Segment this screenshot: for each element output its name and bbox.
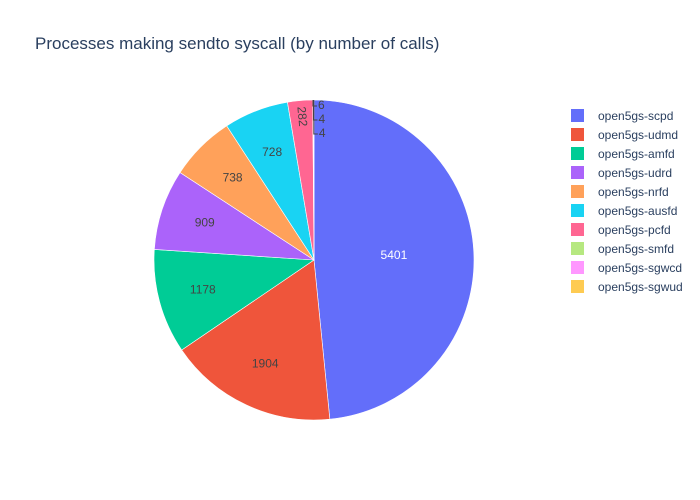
legend-label: open5gs-sgwcd (598, 260, 683, 275)
slice-label-open5gs-pcfd: 282 (294, 106, 310, 127)
legend-item-open5gs-scpd[interactable]: open5gs-scpd (571, 106, 683, 125)
slice-label-open5gs-udrd: 909 (195, 216, 215, 230)
legend-label: open5gs-udrd (598, 165, 673, 180)
legend-label: open5gs-amfd (598, 146, 675, 161)
legend-item-open5gs-nrfd[interactable]: open5gs-nrfd (571, 182, 683, 201)
chart-title: Processes making sendto syscall (by numb… (35, 34, 440, 53)
leader-line-open5gs-sgwud (313, 100, 318, 135)
legend-item-open5gs-smfd[interactable]: open5gs-smfd (571, 239, 683, 258)
slice-label-open5gs-sgwcd: 4 (318, 112, 325, 126)
legend-item-open5gs-udmd[interactable]: open5gs-udmd (571, 125, 683, 144)
slice-label-open5gs-scpd: 5401 (381, 248, 408, 262)
slice-label-open5gs-sgwud: 4 (319, 126, 326, 140)
slice-label-open5gs-ausfd: 728 (262, 145, 282, 159)
slice-label-open5gs-udmd: 1904 (252, 357, 279, 371)
pie-slice-open5gs-scpd[interactable] (313, 99, 475, 420)
legend-label: open5gs-smfd (598, 241, 675, 256)
legend-swatch (571, 204, 584, 217)
pie-slice-open5gs-udmd[interactable] (181, 259, 331, 421)
legend-item-open5gs-sgwud[interactable]: open5gs-sgwud (571, 277, 683, 296)
legend-item-open5gs-ausfd[interactable]: open5gs-ausfd (571, 201, 683, 220)
legend-item-open5gs-pcfd[interactable]: open5gs-pcfd (571, 220, 683, 239)
legend-swatch (571, 280, 584, 293)
pie-slices (153, 99, 475, 421)
slice-label-open5gs-smfd: 6 (318, 98, 325, 112)
legend-swatch (571, 223, 584, 236)
pie-slice-open5gs-amfd[interactable] (153, 249, 315, 351)
slice-label-open5gs-amfd: 1178 (190, 282, 216, 296)
legend-label: open5gs-nrfd (598, 184, 669, 199)
slice-label-open5gs-nrfd: 738 (223, 171, 243, 185)
legend-swatch (571, 166, 584, 179)
legend-label: open5gs-pcfd (598, 222, 671, 237)
legend-swatch (571, 185, 584, 198)
legend-swatch (571, 242, 584, 255)
legend-label: open5gs-scpd (598, 108, 674, 123)
legend: open5gs-scpd open5gs-udmd open5gs-amfd open… (571, 106, 683, 296)
legend-item-open5gs-sgwcd[interactable]: open5gs-sgwcd (571, 258, 683, 277)
legend-item-open5gs-amfd[interactable]: open5gs-amfd (571, 144, 683, 163)
legend-label: open5gs-ausfd (598, 203, 678, 218)
legend-swatch (571, 147, 584, 160)
legend-swatch (571, 109, 584, 122)
legend-label: open5gs-udmd (598, 127, 679, 142)
legend-swatch (571, 128, 584, 141)
legend-item-open5gs-udrd[interactable]: open5gs-udrd (571, 163, 683, 182)
legend-swatch (571, 261, 584, 274)
legend-label: open5gs-sgwud (598, 279, 683, 294)
